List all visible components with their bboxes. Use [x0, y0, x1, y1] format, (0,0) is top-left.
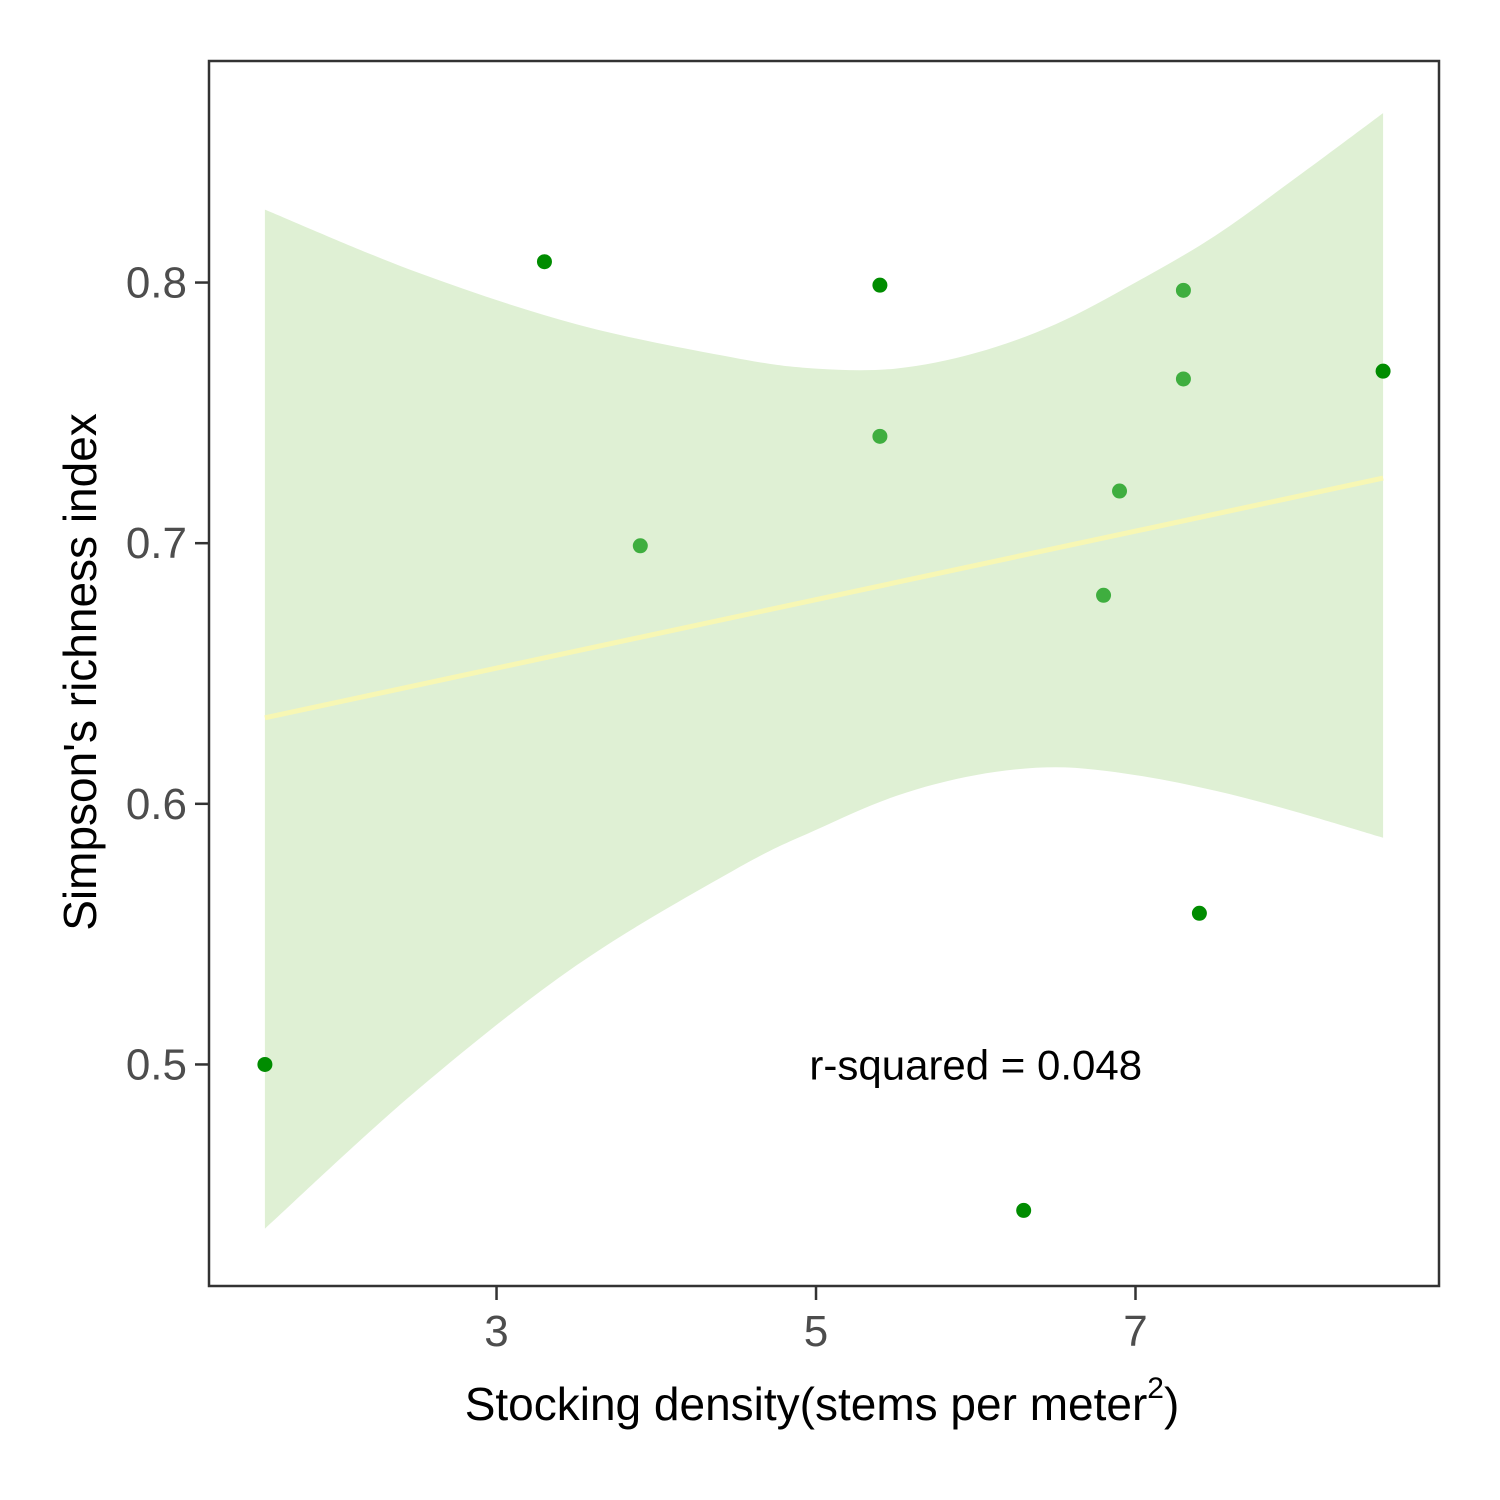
fit-line-layer	[264, 475, 1384, 721]
annotation-layer: r-squared = 0.048	[809, 1041, 1142, 1088]
data-point	[1175, 282, 1191, 298]
y-tick-label: 0.6	[126, 780, 187, 829]
y-axis-title: Simpson's richness index	[54, 413, 106, 931]
confidence-band	[264, 113, 1384, 1229]
data-point	[632, 538, 648, 554]
x-axis-title: Stocking density(stems per meter2)	[465, 1372, 1180, 1430]
x-axis: 3 5 7	[484, 1286, 1148, 1356]
data-point	[536, 254, 552, 270]
data-point	[257, 1056, 273, 1072]
data-point	[1016, 1202, 1032, 1218]
data-point	[1112, 483, 1128, 499]
data-point	[872, 428, 888, 444]
y-tick-label: 0.8	[126, 259, 187, 308]
x-tick-label: 5	[804, 1307, 828, 1356]
regression-line	[264, 475, 1384, 721]
data-point	[1191, 905, 1207, 921]
x-tick-label: 7	[1123, 1307, 1147, 1356]
data-point	[872, 277, 888, 293]
x-tick-label: 3	[484, 1307, 508, 1356]
x-axis-title-superscript: 2	[1147, 1372, 1164, 1405]
y-axis: 0.5 0.6 0.7 0.8	[126, 259, 209, 1089]
data-point	[1175, 371, 1191, 387]
x-axis-title-main: Stocking density(stems per meter	[465, 1378, 1148, 1430]
data-point	[1375, 363, 1391, 379]
x-axis-title-close: )	[1164, 1378, 1179, 1430]
points-layer	[257, 254, 1391, 1218]
y-tick-label: 0.5	[126, 1040, 187, 1089]
y-tick-label: 0.7	[126, 519, 187, 568]
data-point	[1096, 587, 1112, 603]
r-squared-annotation: r-squared = 0.048	[809, 1041, 1142, 1088]
confidence-band-layer	[264, 113, 1384, 1229]
panel-border	[207, 59, 1441, 1288]
